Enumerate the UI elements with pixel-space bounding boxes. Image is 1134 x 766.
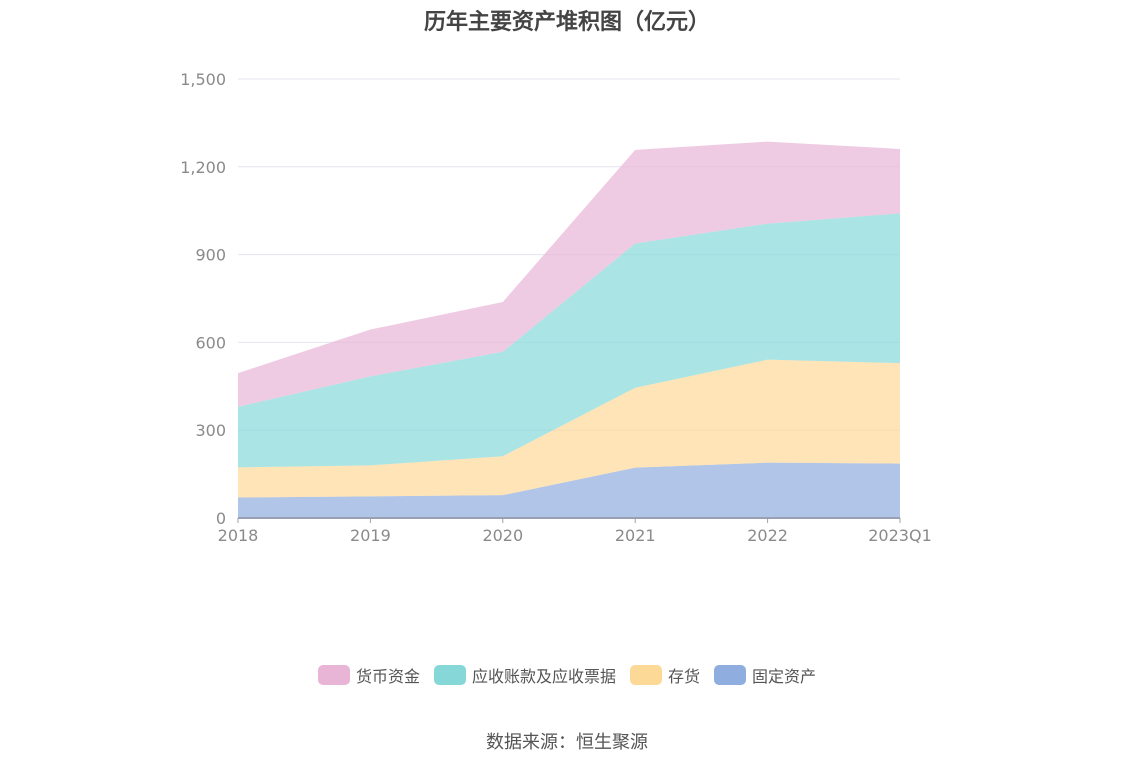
legend-label: 货币资金 (355, 667, 420, 686)
x-tick-label: 2021 (615, 526, 656, 545)
y-tick-label: 600 (195, 333, 226, 352)
legend-item[interactable]: 存货 (630, 663, 700, 687)
x-tick-label: 2019 (350, 526, 391, 545)
y-tick-label: 1,500 (180, 70, 226, 89)
area-series (238, 141, 900, 518)
y-tick-label: 900 (195, 246, 226, 265)
area-series-0 (238, 462, 900, 518)
x-tick-label: 2023Q1 (868, 526, 932, 545)
area-series-1 (238, 359, 900, 498)
legend-swatch (630, 665, 662, 685)
y-tick-label: 300 (195, 421, 226, 440)
y-tick-label: 1,200 (180, 158, 226, 177)
grid-lines: 0 300 600 900 1,200 1,500 (180, 70, 900, 528)
legend-label: 存货 (668, 667, 701, 686)
legend-swatch (317, 665, 350, 685)
y-tick-label: 0 (216, 509, 226, 528)
legend-item[interactable]: 货币资金 (317, 663, 420, 687)
x-tick-label: 2020 (482, 526, 523, 545)
legend-item[interactable]: 固定资产 (714, 663, 816, 687)
axes: 2018 2019 2020 2021 2022 2023Q1 (218, 517, 932, 545)
legend-swatch (433, 665, 466, 685)
area-series-3 (238, 141, 900, 407)
legend-label: 应收账款及应收票据 (471, 667, 616, 686)
legend: 货币资金 应收账款及应收票据 存货 固定资产 (0, 663, 1134, 687)
chart-title: 历年主要资产堆积图（亿元） (423, 10, 710, 35)
legend-swatch (714, 665, 747, 685)
x-tick-label: 2022 (747, 526, 788, 545)
x-tick-label: 2018 (218, 526, 259, 545)
area-series-2 (238, 213, 900, 468)
legend-label: 固定资产 (752, 667, 817, 686)
legend-item[interactable]: 应收账款及应收票据 (433, 663, 616, 687)
data-source: 数据来源：恒生聚源 (486, 732, 648, 753)
